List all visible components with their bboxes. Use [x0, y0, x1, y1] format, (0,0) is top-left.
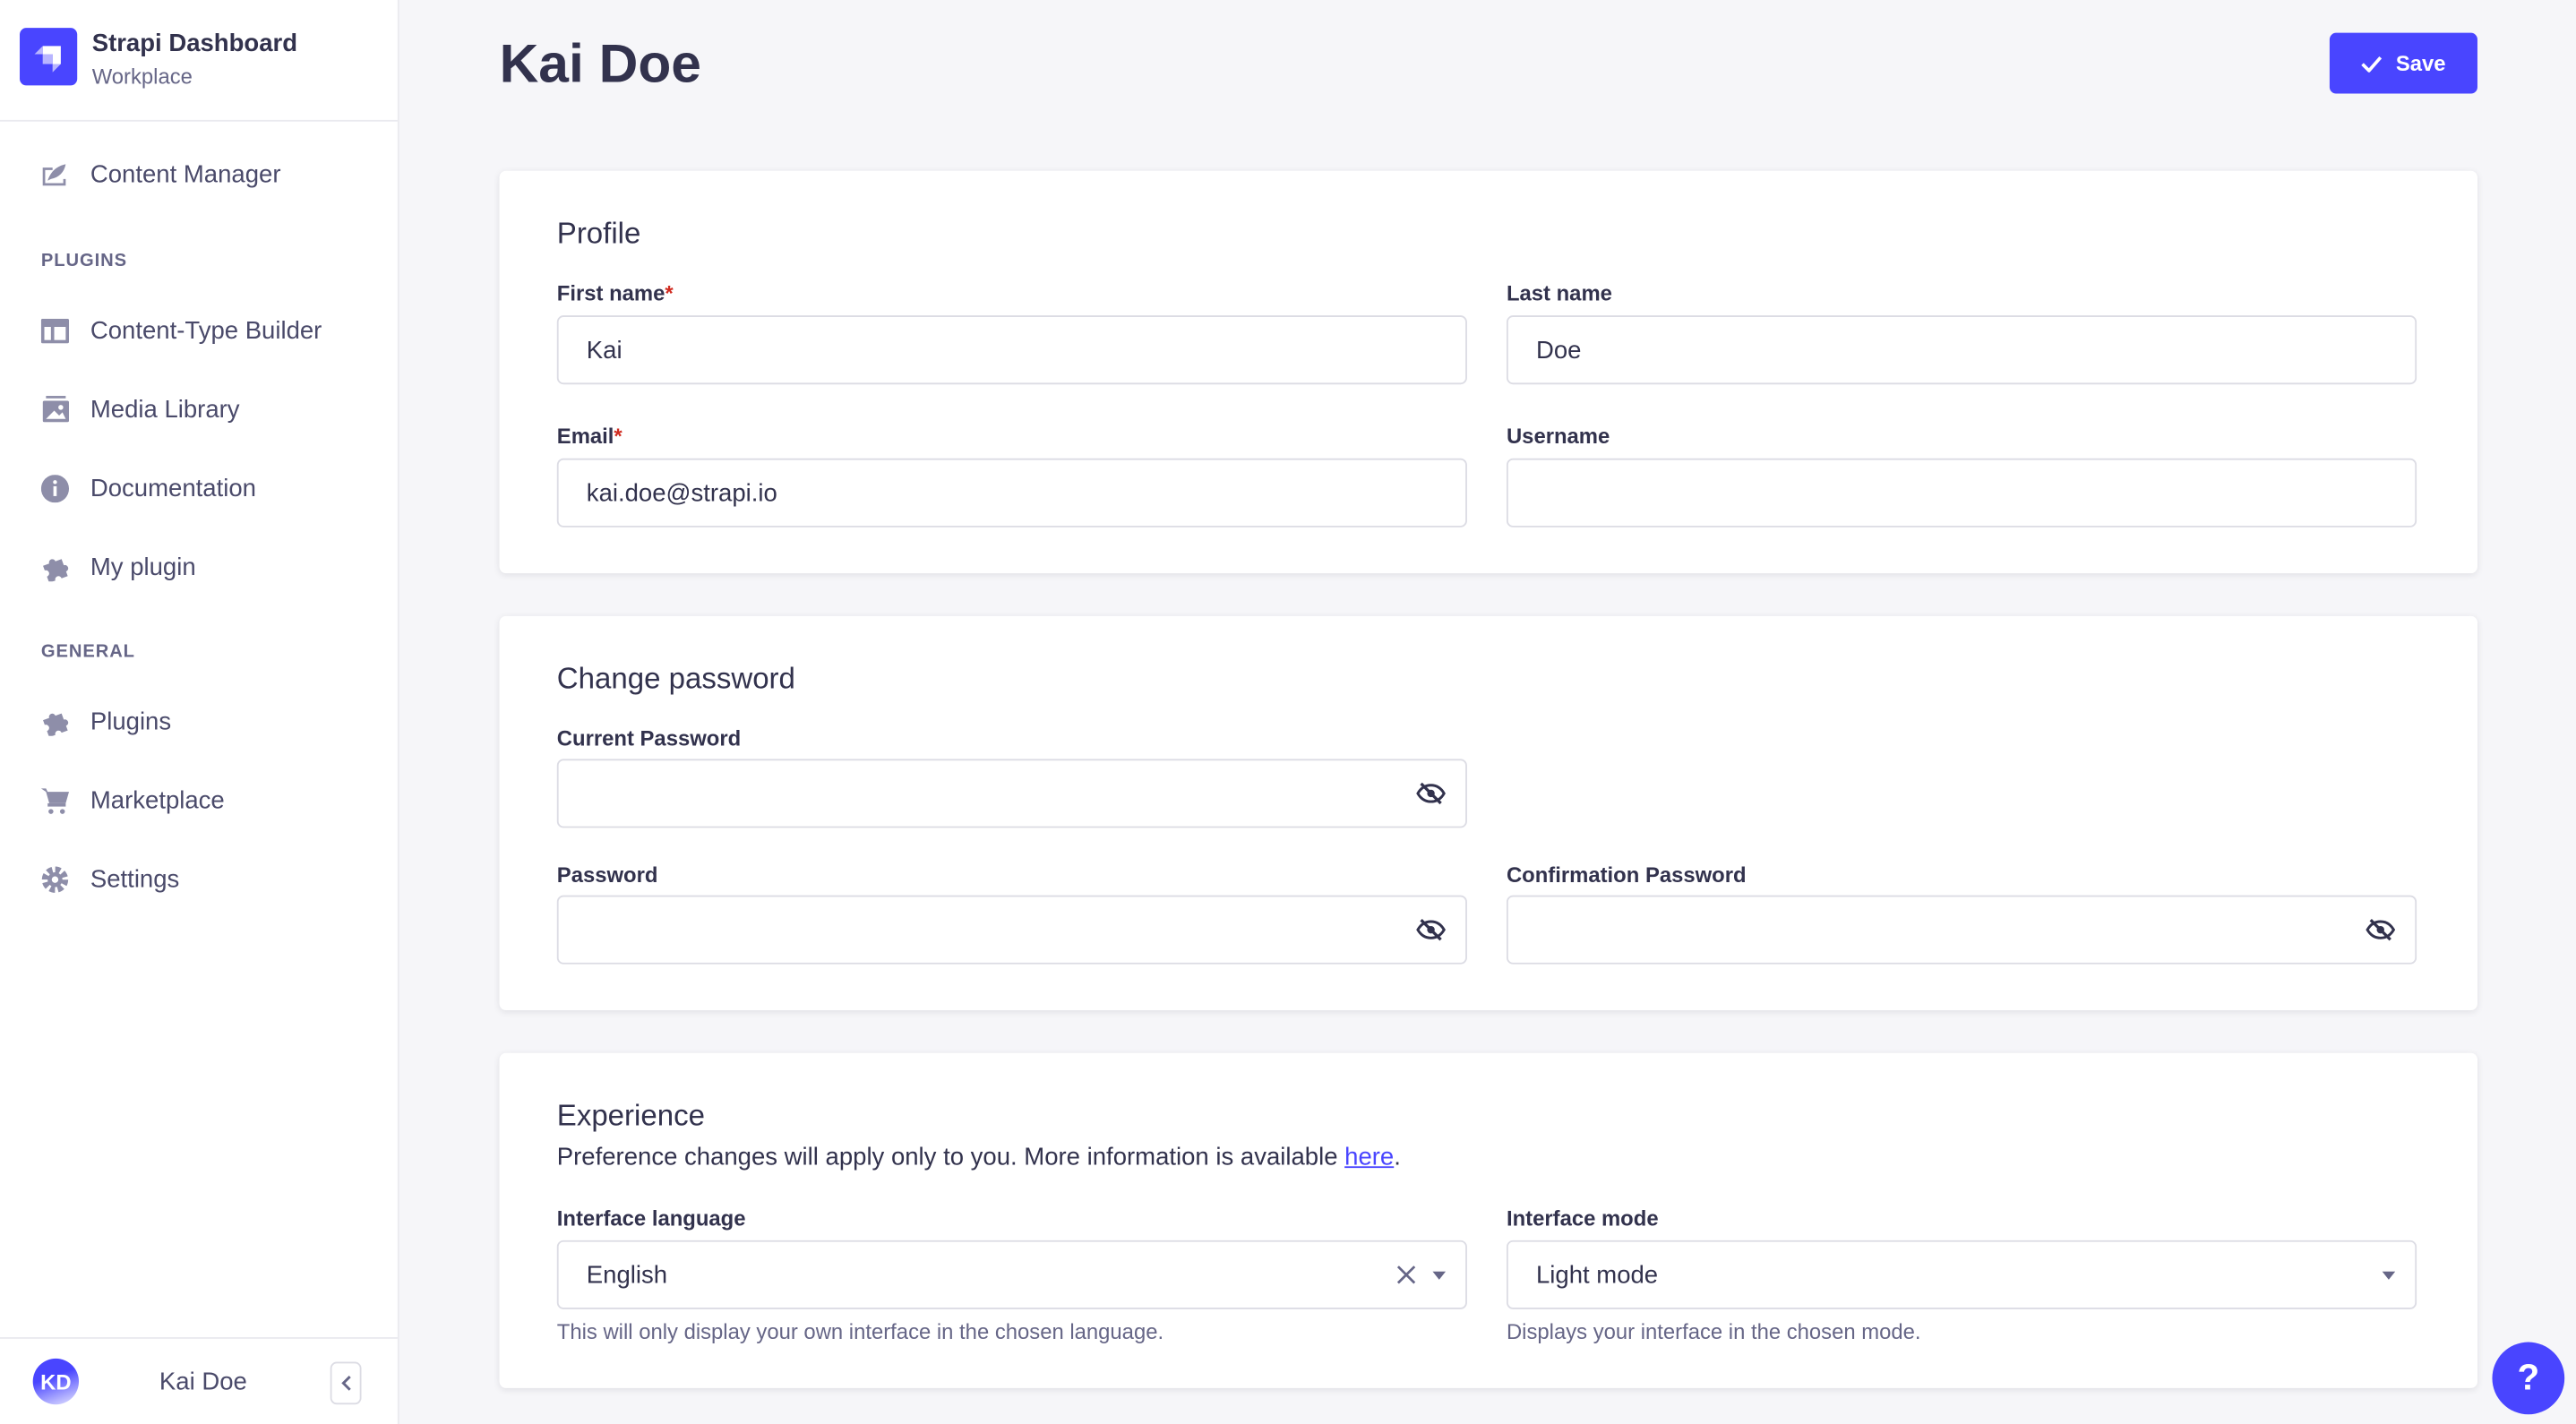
sidebar-item-label: Marketplace: [90, 785, 225, 814]
last-name-input[interactable]: Doe: [1506, 315, 2417, 385]
divider: [0, 119, 398, 122]
language-label: Interface language: [556, 1205, 746, 1231]
puzzle-icon: [41, 708, 69, 735]
language-select[interactable]: English: [556, 1240, 1467, 1309]
avatar[interactable]: KD: [32, 1358, 80, 1405]
sidebar-item-settings[interactable]: Settings: [0, 846, 398, 912]
sidebar-item-marketplace[interactable]: Marketplace: [0, 768, 398, 833]
password-label: Password: [556, 862, 658, 888]
cart-icon: [40, 786, 70, 814]
sidebar-item-label: Media Library: [90, 395, 240, 424]
brand-subtitle: Workplace: [91, 64, 193, 90]
username-input[interactable]: [1506, 458, 2417, 528]
sidebar: Strapi Dashboard Workplace Content Manag…: [0, 0, 399, 1424]
user-name[interactable]: Kai Doe: [159, 1368, 247, 1397]
sidebar-item-my-plugin[interactable]: My plugin: [0, 534, 398, 599]
current-password-input[interactable]: [556, 759, 1467, 828]
profile-card: Profile First name* Kai Last name Doe Em…: [499, 170, 2477, 574]
feather-icon: [41, 160, 69, 188]
sidebar-item-content-manager[interactable]: Content Manager: [0, 142, 398, 207]
help-button[interactable]: ?: [2492, 1342, 2565, 1415]
page-title: Kai Doe: [499, 32, 701, 94]
gear-icon: [41, 865, 69, 893]
info-icon: [40, 474, 70, 502]
eye-off-icon: [1416, 918, 1446, 941]
experience-description: Preference changes will apply only to yo…: [556, 1143, 1401, 1171]
toggle-visibility-button[interactable]: [1416, 782, 1446, 805]
save-button[interactable]: Save: [2329, 32, 2477, 94]
divider: [0, 1337, 398, 1339]
eye-off-icon: [1416, 782, 1446, 805]
username-label: Username: [1506, 424, 1610, 449]
last-name-label: Last name: [1506, 280, 1612, 306]
experience-heading: Experience: [556, 1099, 705, 1132]
toggle-visibility-button[interactable]: [1416, 918, 1446, 941]
password-heading: Change password: [556, 662, 795, 695]
sidebar-item-label: Settings: [90, 864, 180, 893]
toggle-visibility-button[interactable]: [2366, 918, 2396, 941]
sidebar-item-plugins[interactable]: Plugins: [0, 689, 398, 754]
experience-card: Experience Preference changes will apply…: [499, 1052, 2477, 1388]
section-general: GENERAL: [40, 642, 135, 663]
confirm-password-label: Confirmation Password: [1506, 862, 1747, 888]
sidebar-item-content-type-builder[interactable]: Content-Type Builder: [0, 297, 398, 363]
caret-down-icon[interactable]: [2382, 1270, 2396, 1279]
sidebar-item-label: Documentation: [90, 474, 256, 502]
confirm-password-input[interactable]: [1506, 895, 2417, 965]
profile-heading: Profile: [556, 217, 641, 250]
language-hint: This will only display your own interfac…: [556, 1318, 1164, 1344]
mode-label: Interface mode: [1506, 1205, 1659, 1231]
layout-icon: [40, 316, 70, 344]
sidebar-item-label: Content-Type Builder: [90, 316, 322, 345]
email-label: Email*: [556, 424, 623, 449]
first-name-input[interactable]: Kai: [556, 315, 1467, 385]
sidebar-item-label: My plugin: [90, 553, 196, 581]
clear-icon[interactable]: [1396, 1265, 1416, 1284]
puzzle-icon: [41, 553, 69, 581]
section-plugins: PLUGINS: [40, 251, 127, 271]
mode-hint: Displays your interface in the chosen mo…: [1506, 1318, 1921, 1344]
image-icon: [41, 395, 69, 423]
current-password-label: Current Password: [556, 725, 742, 751]
caret-down-icon[interactable]: [1432, 1270, 1447, 1279]
brand-title: Strapi Dashboard: [91, 30, 298, 58]
password-input[interactable]: [556, 895, 1467, 965]
save-label: Save: [2395, 50, 2446, 76]
eye-off-icon: [2366, 918, 2396, 941]
mode-select[interactable]: Light mode: [1506, 1240, 2417, 1309]
more-info-link[interactable]: here: [1344, 1143, 1395, 1171]
password-card: Change password Current Password Passwor…: [499, 615, 2477, 1011]
strapi-logo: [20, 28, 78, 86]
collapse-sidebar-button[interactable]: [330, 1361, 362, 1405]
chevron-left-icon: [340, 1376, 350, 1391]
first-name-label: First name*: [556, 280, 674, 306]
sidebar-item-label: Content Manager: [90, 159, 281, 189]
check-icon: [2361, 56, 2383, 72]
sidebar-item-label: Plugins: [90, 707, 172, 735]
email-input[interactable]: kai.doe@strapi.io: [556, 458, 1467, 528]
sidebar-item-media-library[interactable]: Media Library: [0, 376, 398, 442]
sidebar-item-documentation[interactable]: Documentation: [0, 455, 398, 520]
